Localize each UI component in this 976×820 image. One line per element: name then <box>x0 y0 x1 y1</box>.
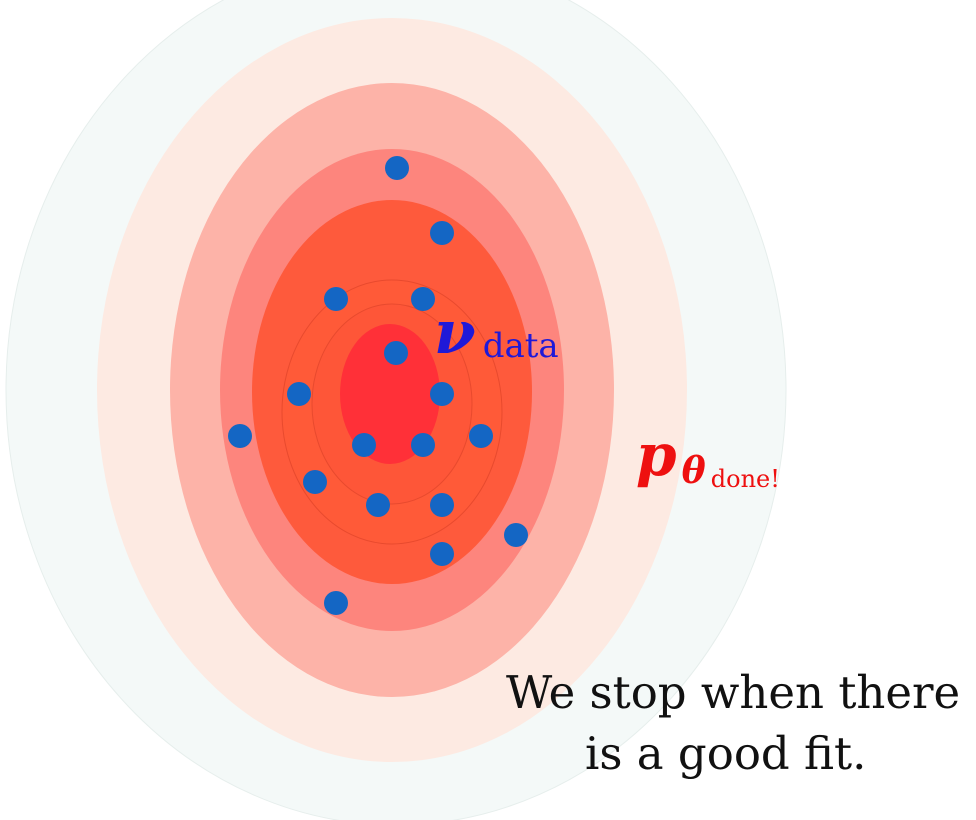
data-points <box>228 156 528 615</box>
caption-line-2: is a good fit. <box>585 727 866 780</box>
density-core <box>340 324 440 464</box>
data-point <box>324 287 348 311</box>
model-subscript: done! <box>711 465 780 493</box>
model-density-contours <box>5 0 787 820</box>
data-point <box>411 433 435 457</box>
data-point <box>430 382 454 406</box>
data-point <box>430 221 454 245</box>
data-point <box>385 156 409 180</box>
data-point <box>384 341 408 365</box>
data-point <box>352 433 376 457</box>
model-distribution-label: p θ done! <box>636 421 780 493</box>
data-subscript: data <box>483 326 559 366</box>
data-point <box>228 424 252 448</box>
data-point <box>324 591 348 615</box>
data-point <box>411 287 435 311</box>
data-symbol: ν <box>434 298 476 368</box>
model-symbol: p <box>636 421 677 489</box>
data-point <box>366 493 390 517</box>
data-point <box>504 523 528 547</box>
data-point <box>430 493 454 517</box>
caption-line-1: We stop when there <box>506 666 960 719</box>
data-distribution-label: ν data <box>434 298 559 368</box>
model-param: θ <box>682 450 706 492</box>
data-point <box>430 542 454 566</box>
data-point <box>303 470 327 494</box>
data-point <box>287 382 311 406</box>
data-point <box>469 424 493 448</box>
